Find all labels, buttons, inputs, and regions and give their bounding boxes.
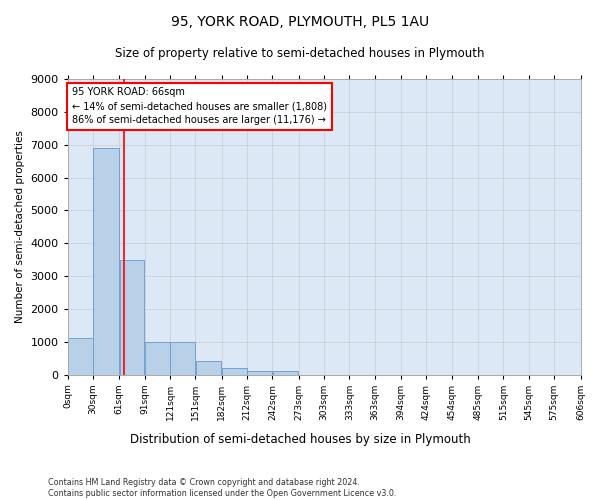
Text: 95, YORK ROAD, PLYMOUTH, PL5 1AU: 95, YORK ROAD, PLYMOUTH, PL5 1AU xyxy=(171,15,429,29)
Bar xyxy=(145,342,170,374)
Bar xyxy=(94,148,119,374)
Text: Distribution of semi-detached houses by size in Plymouth: Distribution of semi-detached houses by … xyxy=(130,432,470,446)
Text: Size of property relative to semi-detached houses in Plymouth: Size of property relative to semi-detach… xyxy=(115,48,485,60)
Bar xyxy=(170,342,195,374)
Bar xyxy=(68,338,93,374)
Bar xyxy=(119,260,145,374)
Text: 95 YORK ROAD: 66sqm
← 14% of semi-detached houses are smaller (1,808)
86% of sem: 95 YORK ROAD: 66sqm ← 14% of semi-detach… xyxy=(72,88,327,126)
Bar xyxy=(222,368,247,374)
Y-axis label: Number of semi-detached properties: Number of semi-detached properties xyxy=(15,130,25,324)
Bar xyxy=(247,372,272,374)
Bar xyxy=(196,362,221,374)
Text: Contains HM Land Registry data © Crown copyright and database right 2024.
Contai: Contains HM Land Registry data © Crown c… xyxy=(48,478,397,498)
Bar xyxy=(273,372,298,374)
